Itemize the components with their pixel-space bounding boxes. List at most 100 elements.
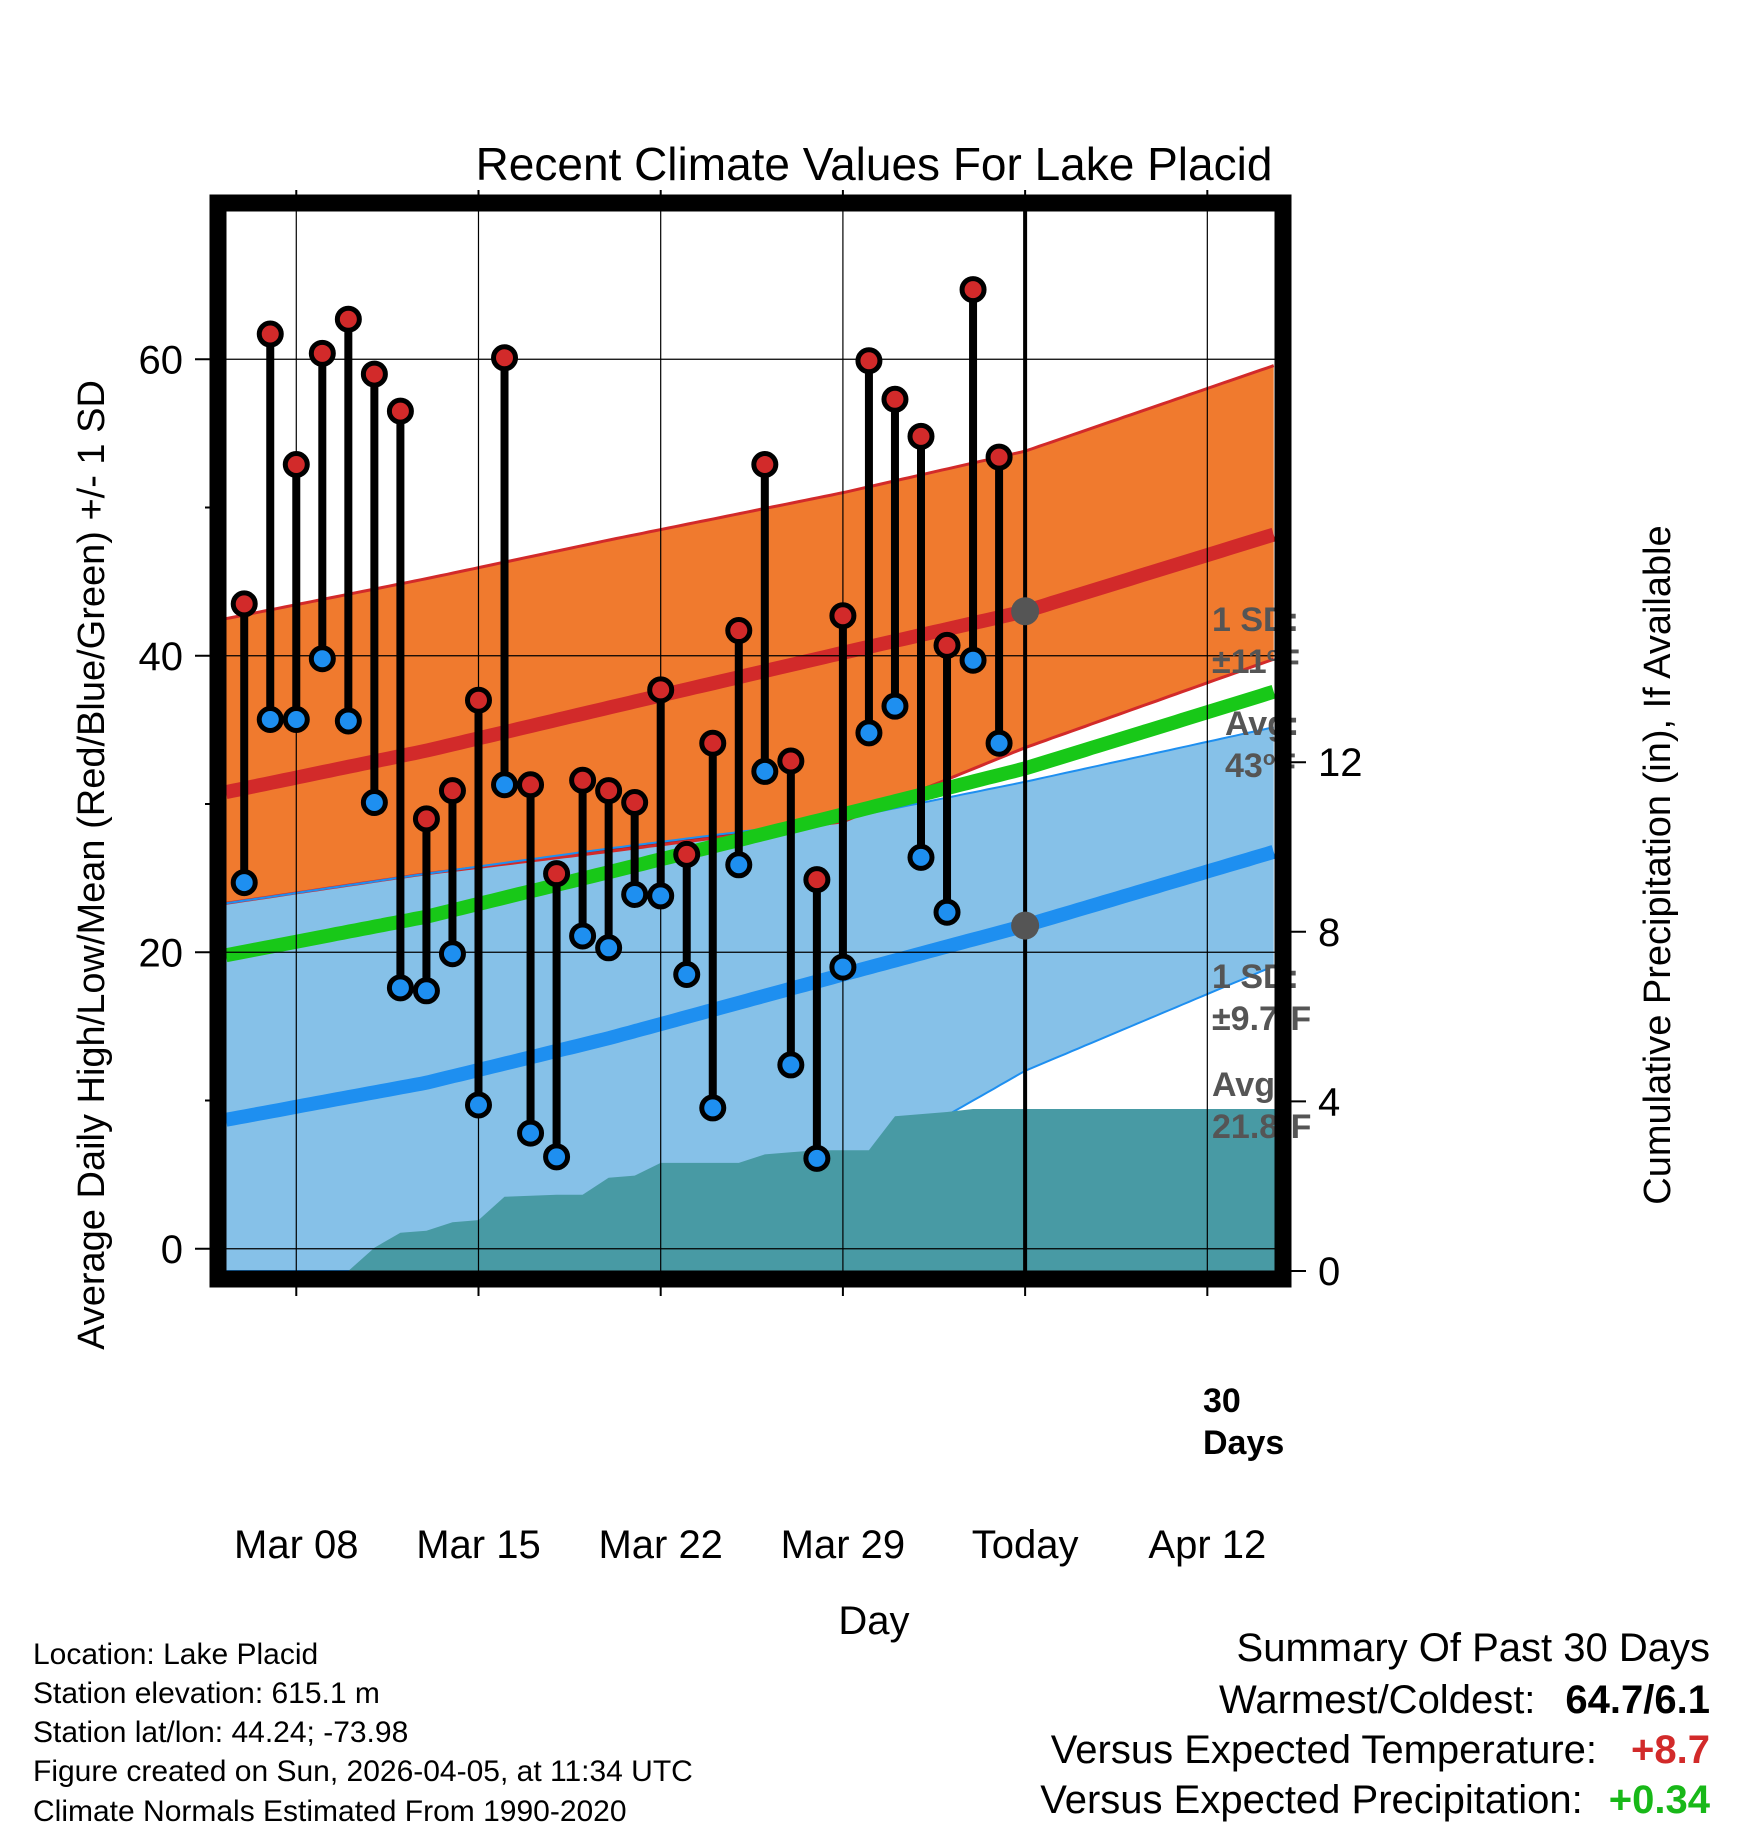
x-tick-label: Mar 22	[598, 1523, 723, 1567]
summary-temp-label: Versus Expected Temperature:	[1050, 1728, 1598, 1772]
daily-low-point	[829, 953, 857, 981]
today-days-label-number: 30	[1203, 1382, 1241, 1420]
x-tick-label: Mar 08	[234, 1523, 359, 1567]
today-days-label-text: Days	[1203, 1424, 1284, 1462]
summary-precip-label: Versus Expected Precipitation:	[1040, 1778, 1583, 1822]
low-normal-line	[226, 845, 1275, 1127]
daily-high-point	[985, 443, 1013, 471]
y2-tick-label: 12	[1318, 741, 1363, 785]
daily-high-point	[881, 385, 909, 413]
summary-warmest-value: 64.7/6.1	[1565, 1678, 1710, 1722]
daily-low-point	[907, 843, 935, 871]
high-avg-value-degree: o	[1263, 748, 1275, 770]
daily-low-point	[386, 974, 414, 1002]
y-tick-label: 0	[161, 1228, 183, 1272]
daily-low-point	[491, 771, 519, 799]
daily-high-point	[543, 860, 571, 888]
daily-low-point	[569, 922, 597, 950]
low-sd-value-value: ±9.7	[1212, 1000, 1278, 1038]
daily-high-point	[803, 866, 831, 894]
daily-low-point	[647, 882, 675, 910]
daily-high-point	[959, 276, 987, 304]
low-avg-value-value: 21.8	[1212, 1108, 1278, 1146]
summary-temp-row: Versus Expected Temperature: +8.7	[1051, 1730, 1710, 1770]
low-sd-value-unit: F	[1290, 1000, 1311, 1038]
y-tick-label: 60	[139, 338, 184, 382]
y2-tick-label: 4	[1318, 1080, 1340, 1124]
daily-low-point	[751, 757, 779, 785]
daily-low-point	[334, 707, 362, 735]
daily-high-point	[491, 344, 519, 372]
daily-high-point	[517, 771, 545, 799]
summary-precip-row: Versus Expected Precipitation: +0.34	[1040, 1780, 1710, 1820]
info-location: Location: Lake Placid	[33, 1638, 319, 1671]
daily-high-point	[464, 686, 492, 714]
x-tick-label: Today	[972, 1523, 1079, 1567]
daily-high-point	[282, 451, 310, 479]
daily-high-point	[386, 397, 414, 425]
y-tick-label: 40	[139, 635, 184, 679]
daily-low-point	[464, 1091, 492, 1119]
low-avg-value: 21.8oF	[1212, 1108, 1311, 1146]
daily-high-point	[569, 766, 597, 794]
summary-warmest-row: Warmest/Coldest: 64.7/6.1	[1219, 1680, 1710, 1720]
summary-warmest-label: Warmest/Coldest:	[1219, 1678, 1536, 1722]
daily-high-point	[621, 789, 649, 817]
daily-high-point	[360, 360, 388, 388]
low-avg-label: Avg:	[1212, 1066, 1286, 1104]
daily-low-point	[256, 706, 284, 734]
daily-low-point	[855, 719, 883, 747]
precipitation-area	[226, 1109, 1275, 1271]
daily-high-point	[751, 451, 779, 479]
daily-low-point	[777, 1051, 805, 1079]
info-created: Figure created on Sun, 2026-04-05, at 11…	[33, 1755, 693, 1788]
y2-tick-label: 8	[1318, 911, 1340, 955]
daily-high-point	[308, 339, 336, 367]
daily-low-point	[959, 646, 987, 674]
today-high-avg-marker	[1011, 597, 1040, 626]
y-axis-label-right: Cumulative Precipitation (in), If Availa…	[1637, 525, 1679, 1204]
info-normals: Climate Normals Estimated From 1990-2020	[33, 1795, 627, 1828]
x-tick-label: Mar 29	[781, 1523, 906, 1567]
daily-high-point	[230, 590, 258, 618]
plot-clipped	[226, 211, 1275, 1271]
daily-high-point	[412, 805, 440, 833]
info-latlon: Station lat/lon: 44.24; -73.98	[33, 1716, 409, 1749]
daily-high-point	[438, 777, 466, 805]
summary-temp-value: +8.7	[1631, 1728, 1710, 1772]
daily-low-point	[412, 977, 440, 1005]
daily-low-point	[543, 1143, 571, 1171]
low-avg-value-unit: F	[1291, 1108, 1312, 1146]
x-axis-label: Day	[838, 1599, 909, 1643]
daily-high-point	[256, 320, 284, 348]
daily-high-point	[907, 422, 935, 450]
daily-low-point	[881, 692, 909, 720]
daily-low-point	[985, 729, 1013, 757]
daily-high-point	[855, 347, 883, 375]
info-elevation: Station elevation: 615.1 m	[33, 1677, 380, 1710]
y-tick-label: 20	[139, 931, 184, 975]
daily-low-point	[517, 1119, 545, 1147]
daily-high-point	[699, 729, 727, 757]
daily-low-point	[673, 960, 701, 988]
x-tick-label: Apr 12	[1148, 1523, 1266, 1567]
low-sd-value: ±9.7oF	[1212, 1000, 1311, 1038]
daily-low-point	[230, 869, 258, 897]
daily-low-point	[933, 898, 961, 926]
daily-low-point	[621, 880, 649, 908]
chart-title: Recent Climate Values For Lake Placid	[476, 138, 1273, 190]
plot-frame	[209, 194, 1292, 1288]
summary-title: Summary Of Past 30 Days	[1236, 1626, 1710, 1670]
y2-tick-label: 0	[1318, 1250, 1340, 1294]
axes: 0 20 40 60 0 4 8 12 Mar 08 Mar 15 Mar 22 Mar 29 Toda…	[139, 190, 1363, 1567]
daily-high-point	[334, 305, 362, 333]
daily-low-point	[360, 789, 388, 817]
daily-low-point	[725, 851, 753, 879]
daily-high-point	[777, 747, 805, 775]
y-axis-label-left: Average Daily High/Low/Mean (Red/Blue/Gr…	[71, 380, 113, 1350]
daily-high-point	[595, 777, 623, 805]
daily-high-point	[647, 676, 675, 704]
today-low-avg-marker	[1011, 911, 1040, 940]
